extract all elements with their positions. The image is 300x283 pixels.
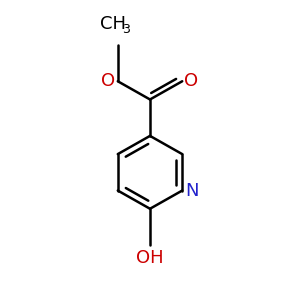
Text: N: N (185, 181, 199, 200)
Text: O: O (101, 72, 116, 90)
Text: CH: CH (100, 15, 126, 33)
Text: OH: OH (136, 249, 164, 267)
Text: O: O (184, 72, 199, 90)
Text: 3: 3 (122, 23, 130, 37)
